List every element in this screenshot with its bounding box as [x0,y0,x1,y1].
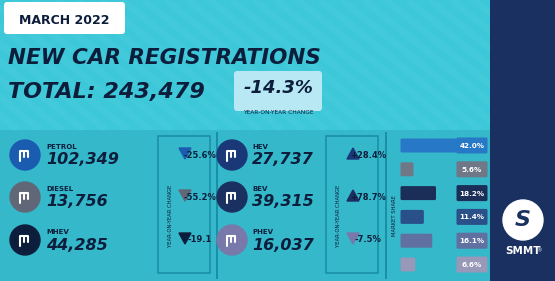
FancyBboxPatch shape [234,71,322,111]
FancyBboxPatch shape [457,161,487,177]
Text: -19.1: -19.1 [188,235,212,244]
Text: 18.2%: 18.2% [460,191,485,197]
Text: 6.6%: 6.6% [462,262,482,268]
Circle shape [10,225,40,255]
FancyBboxPatch shape [401,210,424,224]
Polygon shape [179,233,191,244]
FancyBboxPatch shape [385,132,387,279]
Polygon shape [179,148,191,159]
Text: MHEV: MHEV [46,229,69,235]
FancyBboxPatch shape [401,234,432,248]
Polygon shape [179,190,191,201]
FancyBboxPatch shape [457,137,487,153]
Text: 11.4%: 11.4% [460,214,485,220]
Circle shape [10,182,40,212]
Text: NEW CAR REGISTRATIONS: NEW CAR REGISTRATIONS [8,48,321,68]
Text: +78.7%: +78.7% [350,192,386,201]
Polygon shape [347,148,359,159]
Text: 102,349: 102,349 [46,153,119,167]
FancyBboxPatch shape [457,185,487,201]
Text: YEAR-ON-YEAR CHANGE: YEAR-ON-YEAR CHANGE [243,110,314,115]
Text: MARCH 2022: MARCH 2022 [19,13,109,26]
Text: 16,037: 16,037 [252,237,314,253]
Text: 42.0%: 42.0% [460,143,485,149]
Polygon shape [347,190,359,201]
FancyBboxPatch shape [401,139,478,153]
Polygon shape [347,233,359,244]
Circle shape [217,225,247,255]
Text: -14.3%: -14.3% [243,79,313,97]
Text: -7.5%: -7.5% [355,235,381,244]
Text: PETROL: PETROL [46,144,77,150]
Text: PHEV: PHEV [252,229,273,235]
FancyBboxPatch shape [0,130,490,281]
FancyBboxPatch shape [401,186,436,200]
Text: DIESEL: DIESEL [46,186,73,192]
FancyBboxPatch shape [4,2,125,34]
Text: +28.4%: +28.4% [350,151,386,160]
FancyBboxPatch shape [0,0,555,130]
Text: TOTAL: 243,479: TOTAL: 243,479 [8,82,205,102]
FancyBboxPatch shape [401,162,413,176]
FancyBboxPatch shape [490,0,555,281]
FancyBboxPatch shape [457,233,487,249]
Text: HEV: HEV [252,144,268,150]
FancyBboxPatch shape [216,132,218,279]
Circle shape [217,182,247,212]
Text: 5.6%: 5.6% [462,167,482,173]
Text: ®: ® [536,248,542,253]
Text: YEAR-ON-YEAR CHANGE: YEAR-ON-YEAR CHANGE [336,184,341,247]
Text: -55.2%: -55.2% [184,192,216,201]
Circle shape [217,140,247,170]
Text: BEV: BEV [252,186,268,192]
Text: 39,315: 39,315 [252,194,314,210]
Text: S: S [515,210,531,230]
Text: 44,285: 44,285 [46,237,108,253]
Text: 27,737: 27,737 [252,153,314,167]
Circle shape [10,140,40,170]
Text: 13,756: 13,756 [46,194,108,210]
Text: MARKET SHARE: MARKET SHARE [392,195,397,236]
Circle shape [503,200,543,240]
FancyBboxPatch shape [401,257,415,271]
Text: YEAR-ON-YEAR CHANGE: YEAR-ON-YEAR CHANGE [169,184,174,247]
Text: -25.6%: -25.6% [184,151,216,160]
Text: SMMT: SMMT [505,246,541,256]
FancyBboxPatch shape [457,257,487,273]
FancyBboxPatch shape [457,209,487,225]
Text: 16.1%: 16.1% [460,238,485,244]
